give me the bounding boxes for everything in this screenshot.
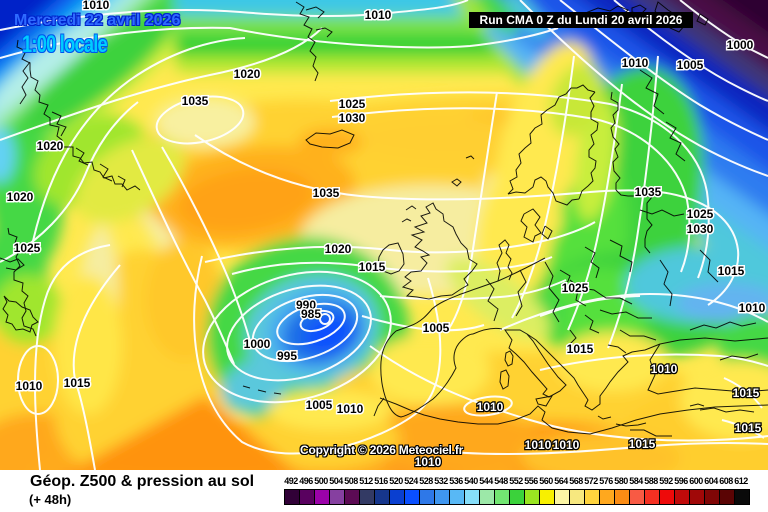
svg-text:1030: 1030 <box>687 222 714 236</box>
svg-text:990: 990 <box>296 298 316 312</box>
svg-text:1005: 1005 <box>677 58 704 72</box>
svg-text:1010: 1010 <box>415 455 442 469</box>
svg-text:1015: 1015 <box>359 260 386 274</box>
svg-text:1020: 1020 <box>325 242 352 256</box>
svg-text:1020: 1020 <box>234 67 261 81</box>
svg-text:1035: 1035 <box>635 185 662 199</box>
svg-text:1010: 1010 <box>337 402 364 416</box>
svg-text:1025: 1025 <box>339 97 366 111</box>
svg-text:1010: 1010 <box>525 438 552 452</box>
svg-text:1035: 1035 <box>313 186 340 200</box>
svg-text:1000: 1000 <box>727 38 754 52</box>
svg-text:1010: 1010 <box>553 438 580 452</box>
svg-text:1025: 1025 <box>562 281 589 295</box>
svg-text:985: 985 <box>301 307 321 321</box>
svg-text:1015: 1015 <box>733 386 760 400</box>
svg-text:1020: 1020 <box>37 139 64 153</box>
svg-text:1010: 1010 <box>651 362 678 376</box>
svg-text:1015: 1015 <box>64 376 91 390</box>
svg-text:1015: 1015 <box>735 421 762 435</box>
svg-text:1010: 1010 <box>739 301 766 315</box>
svg-text:1025: 1025 <box>14 241 41 255</box>
svg-text:1005: 1005 <box>423 321 450 335</box>
svg-text:1010: 1010 <box>83 0 110 12</box>
svg-text:995: 995 <box>277 349 297 363</box>
svg-text:1025: 1025 <box>687 207 714 221</box>
svg-text:1020: 1020 <box>7 190 34 204</box>
svg-text:1010: 1010 <box>16 379 43 393</box>
svg-text:1010: 1010 <box>622 56 649 70</box>
svg-text:1030: 1030 <box>339 111 366 125</box>
svg-text:1010: 1010 <box>477 400 504 414</box>
svg-text:1010: 1010 <box>365 8 392 22</box>
svg-text:1015: 1015 <box>629 437 656 451</box>
svg-text:1000: 1000 <box>244 337 271 351</box>
svg-text:1035: 1035 <box>182 94 209 108</box>
svg-text:1015: 1015 <box>718 264 745 278</box>
svg-text:1005: 1005 <box>306 398 333 412</box>
svg-text:1015: 1015 <box>567 342 594 356</box>
